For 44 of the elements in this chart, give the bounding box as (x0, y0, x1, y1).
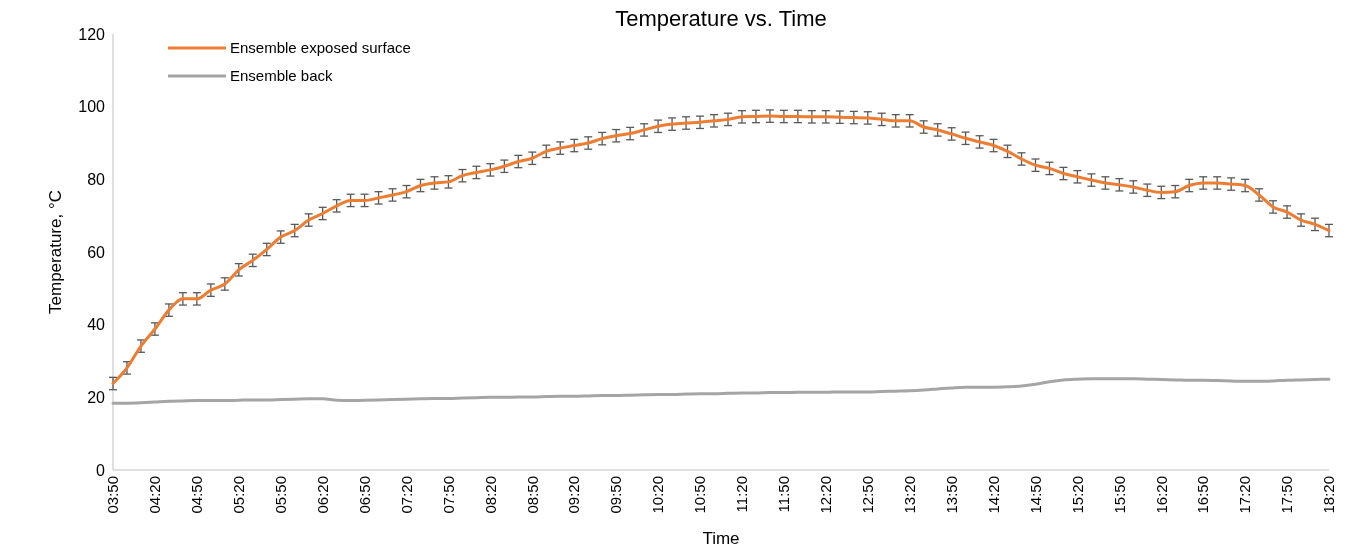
x-tick-label: 14:20 (984, 476, 1002, 514)
x-tick-label: 12:50 (859, 476, 877, 514)
x-tick-label: 07:20 (397, 476, 415, 514)
x-tick-label: 05:50 (271, 476, 289, 514)
x-tick-label: 09:50 (607, 476, 625, 514)
legend-label: Ensemble exposed surface (230, 39, 411, 57)
y-tick-label: 20 (87, 388, 106, 406)
x-tick-label: 15:50 (1110, 476, 1128, 514)
x-tick-label: 12:20 (817, 476, 835, 514)
legend-label: Ensemble back (230, 67, 334, 85)
x-axis-title: Time (702, 529, 740, 548)
x-tick-label: 13:50 (942, 476, 960, 514)
y-tick-label: 60 (87, 243, 106, 261)
x-tick-label: 07:50 (439, 476, 457, 514)
y-tick-label: 40 (87, 316, 106, 334)
x-tick-label: 04:20 (146, 476, 164, 514)
x-tick-label: 06:50 (355, 476, 373, 514)
x-tick-label: 11:20 (733, 476, 751, 513)
x-tick-label: 03:50 (104, 476, 122, 514)
chart-title: Temperature vs. Time (615, 6, 827, 31)
x-tick-label: 08:50 (523, 476, 541, 514)
y-tick-label: 100 (78, 98, 106, 116)
x-tick-label: 06:20 (313, 476, 331, 514)
x-tick-label: 10:50 (691, 476, 709, 514)
y-axis-title: Temperature, °C (46, 190, 65, 314)
x-tick-label: 04:50 (188, 476, 206, 514)
x-tick-label: 14:50 (1026, 476, 1044, 514)
y-tick-label: 0 (96, 461, 106, 479)
x-tick-label: 16:20 (1152, 476, 1170, 514)
x-tick-label: 13:20 (900, 476, 918, 514)
x-tick-label: 05:20 (230, 476, 248, 514)
x-tick-label: 15:20 (1068, 476, 1086, 514)
line-series (111, 377, 1331, 405)
x-tick-label: 08:20 (481, 476, 499, 514)
y-tick-label: 80 (87, 170, 106, 188)
x-tick-label: 09:20 (565, 476, 583, 514)
x-tick-label: 16:50 (1194, 476, 1212, 514)
x-tick-label: 18:20 (1320, 476, 1338, 514)
x-tick-label: 17:50 (1278, 476, 1296, 514)
y-tick-label: 120 (78, 25, 106, 43)
line-series (111, 114, 1331, 386)
x-tick-label: 11:50 (775, 476, 793, 513)
x-tick-label: 10:20 (649, 476, 667, 514)
x-tick-label: 17:20 (1236, 476, 1254, 514)
